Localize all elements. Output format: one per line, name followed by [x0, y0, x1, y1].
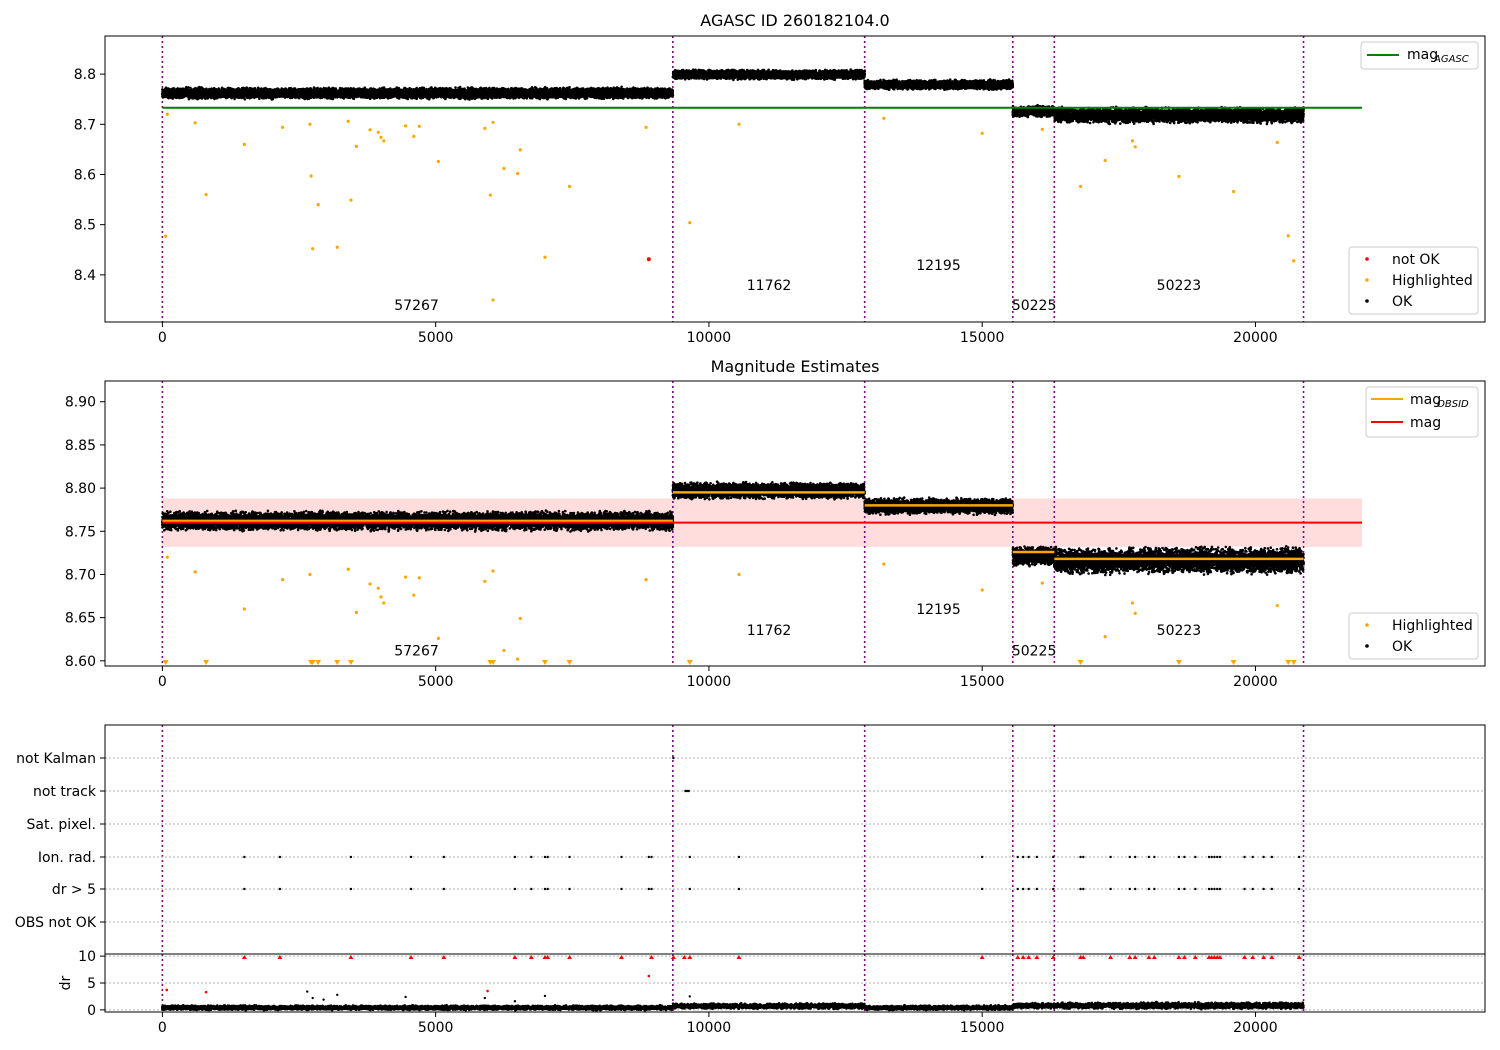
ok-point	[188, 98, 191, 101]
chart-title: AGASC ID 260182104.0	[700, 11, 889, 30]
